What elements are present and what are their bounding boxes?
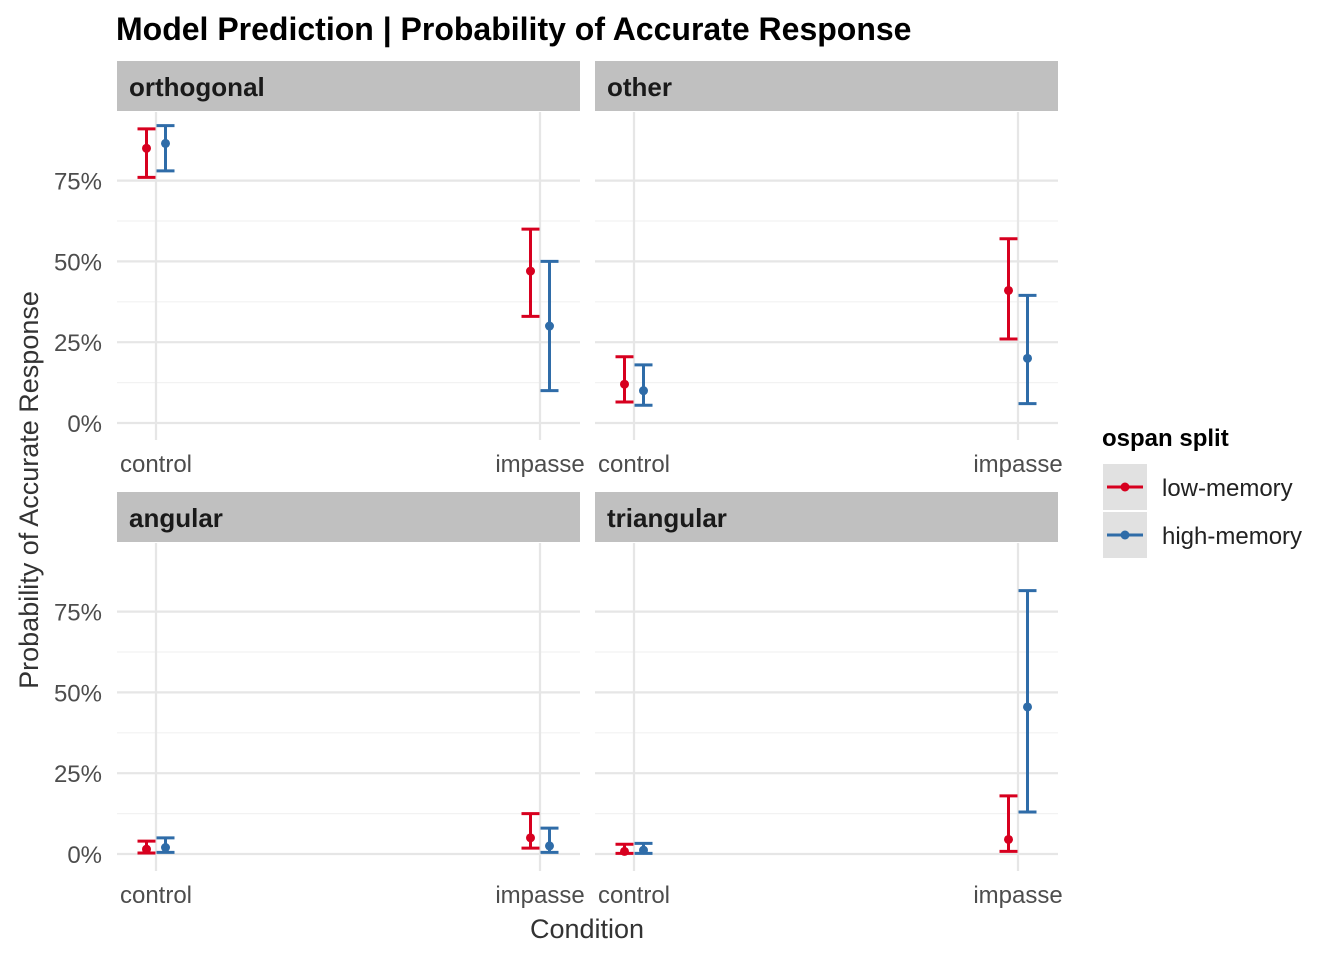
data-point	[639, 386, 648, 396]
data-point	[620, 379, 629, 389]
errorbar-high-memory-impasse	[1018, 589, 1037, 814]
y-tick-label: 25%	[54, 330, 102, 357]
panel-angular: angular 0% 25% 50% 75% control impasse	[54, 492, 585, 909]
errorbar-high-memory-impasse	[540, 259, 559, 393]
strip-other	[595, 61, 1058, 111]
x-tick-label: control	[598, 451, 670, 478]
panel-other: other control impasse	[595, 61, 1063, 478]
y-tick-label: 75%	[54, 600, 102, 627]
data-point	[1004, 834, 1013, 844]
data-point	[545, 841, 554, 851]
errorbar-high-memory-control	[156, 836, 175, 854]
strip-label: orthogonal	[129, 72, 265, 102]
strip-triangular	[595, 492, 1058, 542]
errorbar-high-memory-control	[156, 124, 175, 173]
data-point	[161, 138, 170, 148]
panel-triangular: triangular control impasse	[595, 492, 1063, 909]
strip-label: angular	[129, 503, 223, 533]
data-point	[639, 845, 648, 855]
errorbar-low-memory-impasse	[999, 237, 1018, 341]
panel-orthogonal: orthogonal 0% 25% 50% 75% control impasse	[54, 61, 585, 478]
strip-label: triangular	[607, 503, 727, 533]
errorbar-high-memory-impasse	[540, 826, 559, 854]
chart-title: Model Prediction | Probability of Accura…	[116, 11, 911, 47]
data-point	[142, 143, 151, 153]
data-point	[1023, 353, 1032, 363]
data-point	[1004, 285, 1013, 295]
y-tick-label: 0%	[67, 411, 102, 438]
data-point	[526, 266, 535, 276]
strip-label: other	[607, 72, 672, 102]
errorbar-low-memory-control	[137, 127, 156, 179]
data-point	[1023, 702, 1032, 712]
legend-label: high-memory	[1162, 523, 1302, 550]
x-tick-label: control	[598, 882, 670, 909]
errorbar-high-memory-control	[634, 841, 653, 855]
legend-item-high-memory: high-memory	[1103, 512, 1302, 558]
data-point	[142, 844, 151, 854]
strip-orthogonal	[117, 61, 580, 111]
y-axis-title: Probability of Accurate Response	[14, 291, 44, 689]
x-tick-label: impasse	[973, 451, 1062, 478]
y-tick-label: 50%	[54, 249, 102, 276]
y-tick-label: 0%	[67, 842, 102, 869]
data-point	[161, 843, 170, 853]
legend-item-low-memory: low-memory	[1103, 464, 1293, 510]
y-tick-label: 75%	[54, 169, 102, 196]
x-tick-label: impasse	[495, 882, 584, 909]
errorbar-low-memory-control	[615, 355, 634, 404]
legend-title: ospan split	[1102, 425, 1229, 452]
errorbar-high-memory-control	[634, 363, 653, 407]
errorbar-low-memory-control	[615, 842, 634, 856]
data-point	[620, 846, 629, 856]
errorbar-low-memory-impasse	[521, 812, 540, 850]
y-tick-label: 25%	[54, 761, 102, 788]
x-tick-label: impasse	[495, 451, 584, 478]
errorbar-low-memory-control	[137, 839, 156, 855]
legend-key-point	[1120, 530, 1130, 540]
data-point	[545, 321, 554, 331]
data-point	[526, 833, 535, 843]
errorbar-high-memory-impasse	[1018, 293, 1037, 406]
errorbar-low-memory-impasse	[521, 227, 540, 318]
x-tick-label: control	[120, 882, 192, 909]
errorbar-low-memory-impasse	[999, 794, 1018, 853]
x-tick-label: impasse	[973, 882, 1062, 909]
x-axis-title: Condition	[530, 914, 644, 944]
strip-angular	[117, 492, 580, 542]
legend-label: low-memory	[1162, 475, 1293, 502]
legend: ospan split low-memory high-memory	[1102, 425, 1302, 558]
x-tick-label: control	[120, 451, 192, 478]
y-tick-label: 50%	[54, 680, 102, 707]
legend-key-point	[1120, 482, 1130, 492]
